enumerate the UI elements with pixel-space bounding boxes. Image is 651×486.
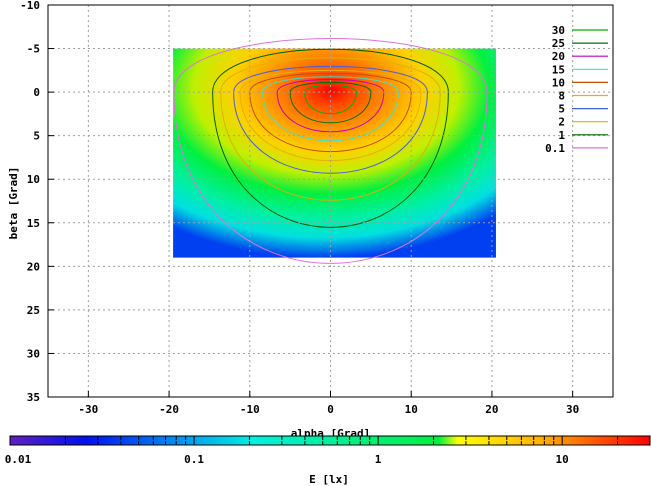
y-tick-label: 25: [27, 304, 40, 317]
x-tick-label: -30: [78, 403, 98, 416]
legend-label: 20: [552, 50, 565, 63]
colorbar-tick-label: 0.1: [184, 453, 204, 466]
legend-label: 0.1: [545, 142, 565, 155]
legend-label: 1: [558, 129, 565, 142]
legend-label: 5: [558, 103, 565, 116]
legend-label: 25: [552, 37, 565, 50]
y-tick-label: 30: [27, 347, 40, 360]
legend-label: 15: [552, 63, 565, 76]
y-axis-ticks: -10 -5 0 5 10 15 20 25 30 35: [20, 0, 54, 404]
x-tick-label: 30: [566, 403, 579, 416]
legend-label: 8: [558, 90, 565, 103]
legend-label: 2: [558, 116, 565, 129]
y-tick-label: 10: [27, 173, 40, 186]
y-tick-label: -5: [27, 43, 40, 56]
x-axis-ticks: -30 -20 -10 0 10 20 30: [78, 391, 579, 416]
x-tick-label: 0: [327, 403, 334, 416]
y-tick-label: 0: [33, 86, 40, 99]
y-tick-label: -10: [20, 0, 40, 12]
y-tick-label: 15: [27, 217, 40, 230]
y-axis-label: beta [Grad]: [7, 167, 20, 240]
legend-label: 10: [552, 76, 565, 89]
colorbar-tick-label: 10: [556, 453, 569, 466]
y-tick-label: 5: [33, 130, 40, 143]
colorbar-label: E [lx]: [309, 473, 349, 486]
colorbar-tick-label: 0.01: [5, 453, 32, 466]
y-tick-label: 20: [27, 260, 40, 273]
x-tick-label: -10: [240, 403, 260, 416]
x-tick-label: 20: [485, 403, 498, 416]
x-tick-label: 10: [405, 403, 418, 416]
legend-label: 30: [552, 24, 565, 37]
x-tick-label: -20: [159, 403, 179, 416]
y-tick-label: 35: [27, 391, 40, 404]
colorbar-tick-label: 1: [375, 453, 382, 466]
